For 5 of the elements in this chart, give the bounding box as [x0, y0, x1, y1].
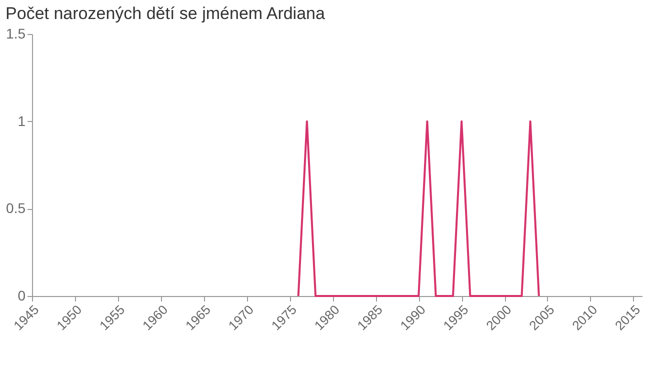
y-tick-label: 0: [18, 288, 26, 304]
y-tick-label: 1.5: [6, 26, 26, 42]
y-tick-label: 0.5: [6, 200, 26, 216]
y-tick-label: 1: [18, 112, 26, 129]
chart-title: Počet narozených dětí se jménem Ardiana: [6, 4, 326, 23]
